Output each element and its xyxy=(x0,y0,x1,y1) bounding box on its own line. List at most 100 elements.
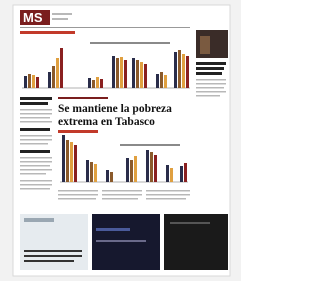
bar xyxy=(186,56,189,88)
text-line xyxy=(196,91,226,93)
bar xyxy=(56,58,59,88)
bar xyxy=(116,58,119,88)
bar xyxy=(112,56,115,88)
bar xyxy=(154,155,157,182)
bar xyxy=(124,60,127,88)
ad-detail xyxy=(96,228,130,231)
bar xyxy=(70,142,73,182)
bar xyxy=(60,48,63,88)
side-headline xyxy=(196,67,224,70)
photo-detail xyxy=(200,36,210,54)
ad-detail xyxy=(170,222,210,224)
text-line xyxy=(20,109,52,111)
text-line xyxy=(24,260,74,262)
text-line xyxy=(52,13,72,15)
text-line xyxy=(24,255,82,257)
bar xyxy=(132,58,135,88)
bar xyxy=(32,75,35,88)
text-line xyxy=(20,161,52,163)
bar xyxy=(52,66,55,88)
chart-caption xyxy=(120,144,180,146)
text-line xyxy=(20,113,52,115)
text-line xyxy=(24,250,82,252)
kicker xyxy=(58,97,108,99)
bar xyxy=(28,74,31,88)
bar xyxy=(166,165,169,182)
text-line xyxy=(102,194,142,196)
text-line xyxy=(58,190,98,192)
bar xyxy=(184,163,187,182)
bar xyxy=(140,62,143,88)
text-line xyxy=(196,79,226,81)
bar xyxy=(130,160,133,182)
bar xyxy=(136,60,139,88)
brief-headline xyxy=(20,97,52,100)
bar xyxy=(62,135,65,182)
side-headline xyxy=(196,62,226,65)
text-line xyxy=(102,198,138,200)
bar xyxy=(106,170,109,182)
text-line xyxy=(102,190,142,192)
text-line xyxy=(196,87,224,89)
bar xyxy=(144,64,147,88)
chart-title xyxy=(58,130,98,133)
text-line xyxy=(20,135,52,137)
bar xyxy=(74,145,77,182)
text-line xyxy=(20,139,52,141)
text-line xyxy=(20,173,46,175)
bar xyxy=(96,77,99,88)
bar xyxy=(180,166,183,182)
bottom-ads xyxy=(20,214,228,270)
bar xyxy=(94,164,97,182)
text-line xyxy=(146,194,190,196)
bar xyxy=(24,76,27,88)
bar xyxy=(90,162,93,182)
text-line xyxy=(20,188,50,190)
text-line xyxy=(146,198,186,200)
headline: extrema en Tabasco xyxy=(58,116,155,128)
bar xyxy=(182,54,185,88)
text-line xyxy=(20,117,50,119)
newspaper-page: MS xyxy=(0,0,241,281)
ad-detail xyxy=(96,240,146,242)
text-line xyxy=(20,143,48,145)
text-line xyxy=(58,198,96,200)
bar xyxy=(156,74,159,88)
text-line xyxy=(20,184,52,186)
bar xyxy=(48,72,51,88)
brief-headline xyxy=(20,128,50,131)
bar xyxy=(178,50,181,88)
text-line xyxy=(58,194,98,196)
body-text xyxy=(58,190,190,200)
text-line xyxy=(20,180,52,182)
bar xyxy=(110,172,113,182)
bar xyxy=(164,75,167,88)
section-label: MS xyxy=(23,10,43,25)
bar xyxy=(36,77,39,88)
bar xyxy=(126,158,129,182)
bar xyxy=(92,80,95,88)
side-headline xyxy=(196,72,222,75)
bar xyxy=(170,168,173,182)
bar xyxy=(134,156,137,182)
brief-headline xyxy=(20,102,48,105)
bar xyxy=(120,57,123,88)
text-line xyxy=(196,83,226,85)
text-line xyxy=(20,157,52,159)
bar xyxy=(146,150,149,182)
page: {"header": {"section": "MS"}, "article":… xyxy=(0,0,241,281)
bar xyxy=(86,160,89,182)
ad-logo xyxy=(24,218,54,222)
bar xyxy=(66,140,69,182)
rule xyxy=(20,27,190,28)
text-line xyxy=(20,165,50,167)
text-line xyxy=(146,190,190,192)
bar xyxy=(174,52,177,88)
bar xyxy=(150,152,153,182)
bar xyxy=(160,72,163,88)
bar xyxy=(88,78,91,88)
bar xyxy=(100,79,103,88)
text-line xyxy=(20,169,52,171)
text-line xyxy=(196,95,220,97)
text-line xyxy=(20,121,52,123)
